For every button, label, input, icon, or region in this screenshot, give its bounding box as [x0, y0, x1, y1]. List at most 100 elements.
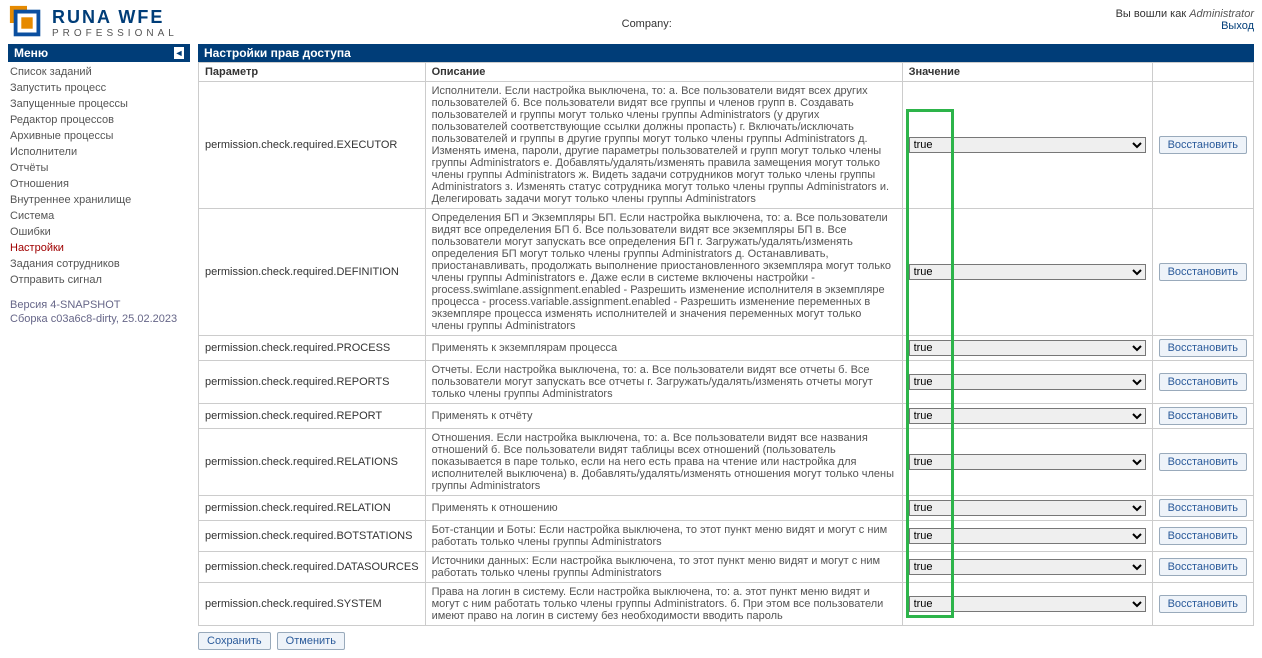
sidebar-item[interactable]: Отчёты — [8, 160, 190, 176]
sidebar-collapse-icon[interactable]: ◄ — [174, 47, 184, 59]
value-cell: truefalse — [902, 552, 1152, 583]
restore-button[interactable]: Восстановить — [1159, 595, 1247, 613]
value-select[interactable]: truefalse — [909, 596, 1146, 612]
brand-line2: PROFESSIONAL — [52, 28, 178, 39]
settings-row: permission.check.required.DATASOURCESИст… — [199, 552, 1254, 583]
version-text: Версия 4-SNAPSHOT — [8, 298, 190, 312]
save-button[interactable]: Сохранить — [198, 632, 271, 650]
sidebar-item[interactable]: Задания сотрудников — [8, 256, 190, 272]
logout-link[interactable]: Выход — [1221, 20, 1254, 32]
sidebar-item[interactable]: Редактор процессов — [8, 112, 190, 128]
value-select[interactable]: truefalse — [909, 137, 1146, 153]
restore-button[interactable]: Восстановить — [1159, 136, 1247, 154]
param-cell: permission.check.required.EXECUTOR — [199, 82, 426, 209]
param-cell: permission.check.required.DEFINITION — [199, 209, 426, 336]
restore-button[interactable]: Восстановить — [1159, 453, 1247, 471]
sidebar-item[interactable]: Запущенные процессы — [8, 96, 190, 112]
settings-row: permission.check.required.SYSTEMПрава на… — [199, 583, 1254, 626]
sidebar-item[interactable]: Ошибки — [8, 224, 190, 240]
action-cell: Восстановить — [1152, 336, 1253, 361]
action-cell: Восстановить — [1152, 496, 1253, 521]
value-cell: truefalse — [902, 521, 1152, 552]
company-label: Company: — [178, 4, 1116, 30]
value-select[interactable]: truefalse — [909, 340, 1146, 356]
settings-row: permission.check.required.RELATIONSОтнош… — [199, 429, 1254, 496]
sidebar-item[interactable]: Настройки — [8, 240, 190, 256]
param-cell: permission.check.required.PROCESS — [199, 336, 426, 361]
desc-cell: Отчеты. Если настройка выключена, то: а.… — [425, 361, 902, 404]
settings-row: permission.check.required.PROCESSПрименя… — [199, 336, 1254, 361]
sidebar-item[interactable]: Архивные процессы — [8, 128, 190, 144]
col-param: Параметр — [199, 63, 426, 82]
desc-cell: Определения БП и Экземпляры БП. Если нас… — [425, 209, 902, 336]
action-cell: Восстановить — [1152, 583, 1253, 626]
settings-row: permission.check.required.DEFINITIONОпре… — [199, 209, 1254, 336]
value-cell: truefalse — [902, 404, 1152, 429]
sidebar-item[interactable]: Запустить процесс — [8, 80, 190, 96]
value-cell: truefalse — [902, 82, 1152, 209]
sidebar-item[interactable]: Список заданий — [8, 64, 190, 80]
settings-row: permission.check.required.REPORTSОтчеты.… — [199, 361, 1254, 404]
restore-button[interactable]: Восстановить — [1159, 499, 1247, 517]
col-desc: Описание — [425, 63, 902, 82]
desc-cell: Применять к отношению — [425, 496, 902, 521]
restore-button[interactable]: Восстановить — [1159, 527, 1247, 545]
desc-cell: Применять к экземплярам процесса — [425, 336, 902, 361]
value-select[interactable]: truefalse — [909, 374, 1146, 390]
restore-button[interactable]: Восстановить — [1159, 263, 1247, 281]
param-cell: permission.check.required.SYSTEM — [199, 583, 426, 626]
value-select[interactable]: truefalse — [909, 264, 1146, 280]
action-cell: Восстановить — [1152, 552, 1253, 583]
desc-cell: Отношения. Если настройка выключена, то:… — [425, 429, 902, 496]
param-cell: permission.check.required.RELATION — [199, 496, 426, 521]
param-cell: permission.check.required.REPORT — [199, 404, 426, 429]
menu-title: Меню — [14, 46, 48, 60]
value-cell: truefalse — [902, 336, 1152, 361]
sidebar-item[interactable]: Отношения — [8, 176, 190, 192]
action-cell: Восстановить — [1152, 361, 1253, 404]
col-actions — [1152, 63, 1253, 82]
action-cell: Восстановить — [1152, 521, 1253, 552]
settings-row: permission.check.required.BOTSTATIONSБот… — [199, 521, 1254, 552]
param-cell: permission.check.required.REPORTS — [199, 361, 426, 404]
settings-row: permission.check.required.REPORTПрименят… — [199, 404, 1254, 429]
build-text: Сборка c03a6c8-dirty, 25.02.2023 — [8, 312, 190, 326]
desc-cell: Источники данных: Если настройка выключе… — [425, 552, 902, 583]
cancel-button[interactable]: Отменить — [277, 632, 345, 650]
param-cell: permission.check.required.BOTSTATIONS — [199, 521, 426, 552]
logo-icon — [8, 4, 46, 42]
restore-button[interactable]: Восстановить — [1159, 558, 1247, 576]
value-cell: truefalse — [902, 361, 1152, 404]
logged-in-as-text: Вы вошли как — [1116, 8, 1190, 20]
sidebar-item[interactable]: Исполнители — [8, 144, 190, 160]
page-title: Настройки прав доступа — [198, 44, 1254, 62]
value-select[interactable]: truefalse — [909, 454, 1146, 470]
value-cell: truefalse — [902, 429, 1152, 496]
value-select[interactable]: truefalse — [909, 408, 1146, 424]
restore-button[interactable]: Восстановить — [1159, 339, 1247, 357]
value-cell: truefalse — [902, 209, 1152, 336]
desc-cell: Права на логин в систему. Если настройка… — [425, 583, 902, 626]
value-select[interactable]: truefalse — [909, 500, 1146, 516]
value-select[interactable]: truefalse — [909, 528, 1146, 544]
action-cell: Восстановить — [1152, 209, 1253, 336]
action-cell: Восстановить — [1152, 404, 1253, 429]
value-select[interactable]: truefalse — [909, 559, 1146, 575]
desc-cell: Бот-станции и Боты: Если настройка выклю… — [425, 521, 902, 552]
sidebar-item[interactable]: Отправить сигнал — [8, 272, 190, 288]
restore-button[interactable]: Восстановить — [1159, 373, 1247, 391]
value-cell: truefalse — [902, 496, 1152, 521]
action-cell: Восстановить — [1152, 82, 1253, 209]
sidebar-item[interactable]: Внутреннее хранилище — [8, 192, 190, 208]
param-cell: permission.check.required.RELATIONS — [199, 429, 426, 496]
sidebar-item[interactable]: Система — [8, 208, 190, 224]
value-cell: truefalse — [902, 583, 1152, 626]
settings-row: permission.check.required.RELATIONПримен… — [199, 496, 1254, 521]
action-cell: Восстановить — [1152, 429, 1253, 496]
settings-row: permission.check.required.EXECUTORИсполн… — [199, 82, 1254, 209]
current-user: Administrator — [1189, 8, 1254, 20]
restore-button[interactable]: Восстановить — [1159, 407, 1247, 425]
col-value: Значение — [902, 63, 1152, 82]
desc-cell: Применять к отчёту — [425, 404, 902, 429]
desc-cell: Исполнители. Если настройка выключена, т… — [425, 82, 902, 209]
